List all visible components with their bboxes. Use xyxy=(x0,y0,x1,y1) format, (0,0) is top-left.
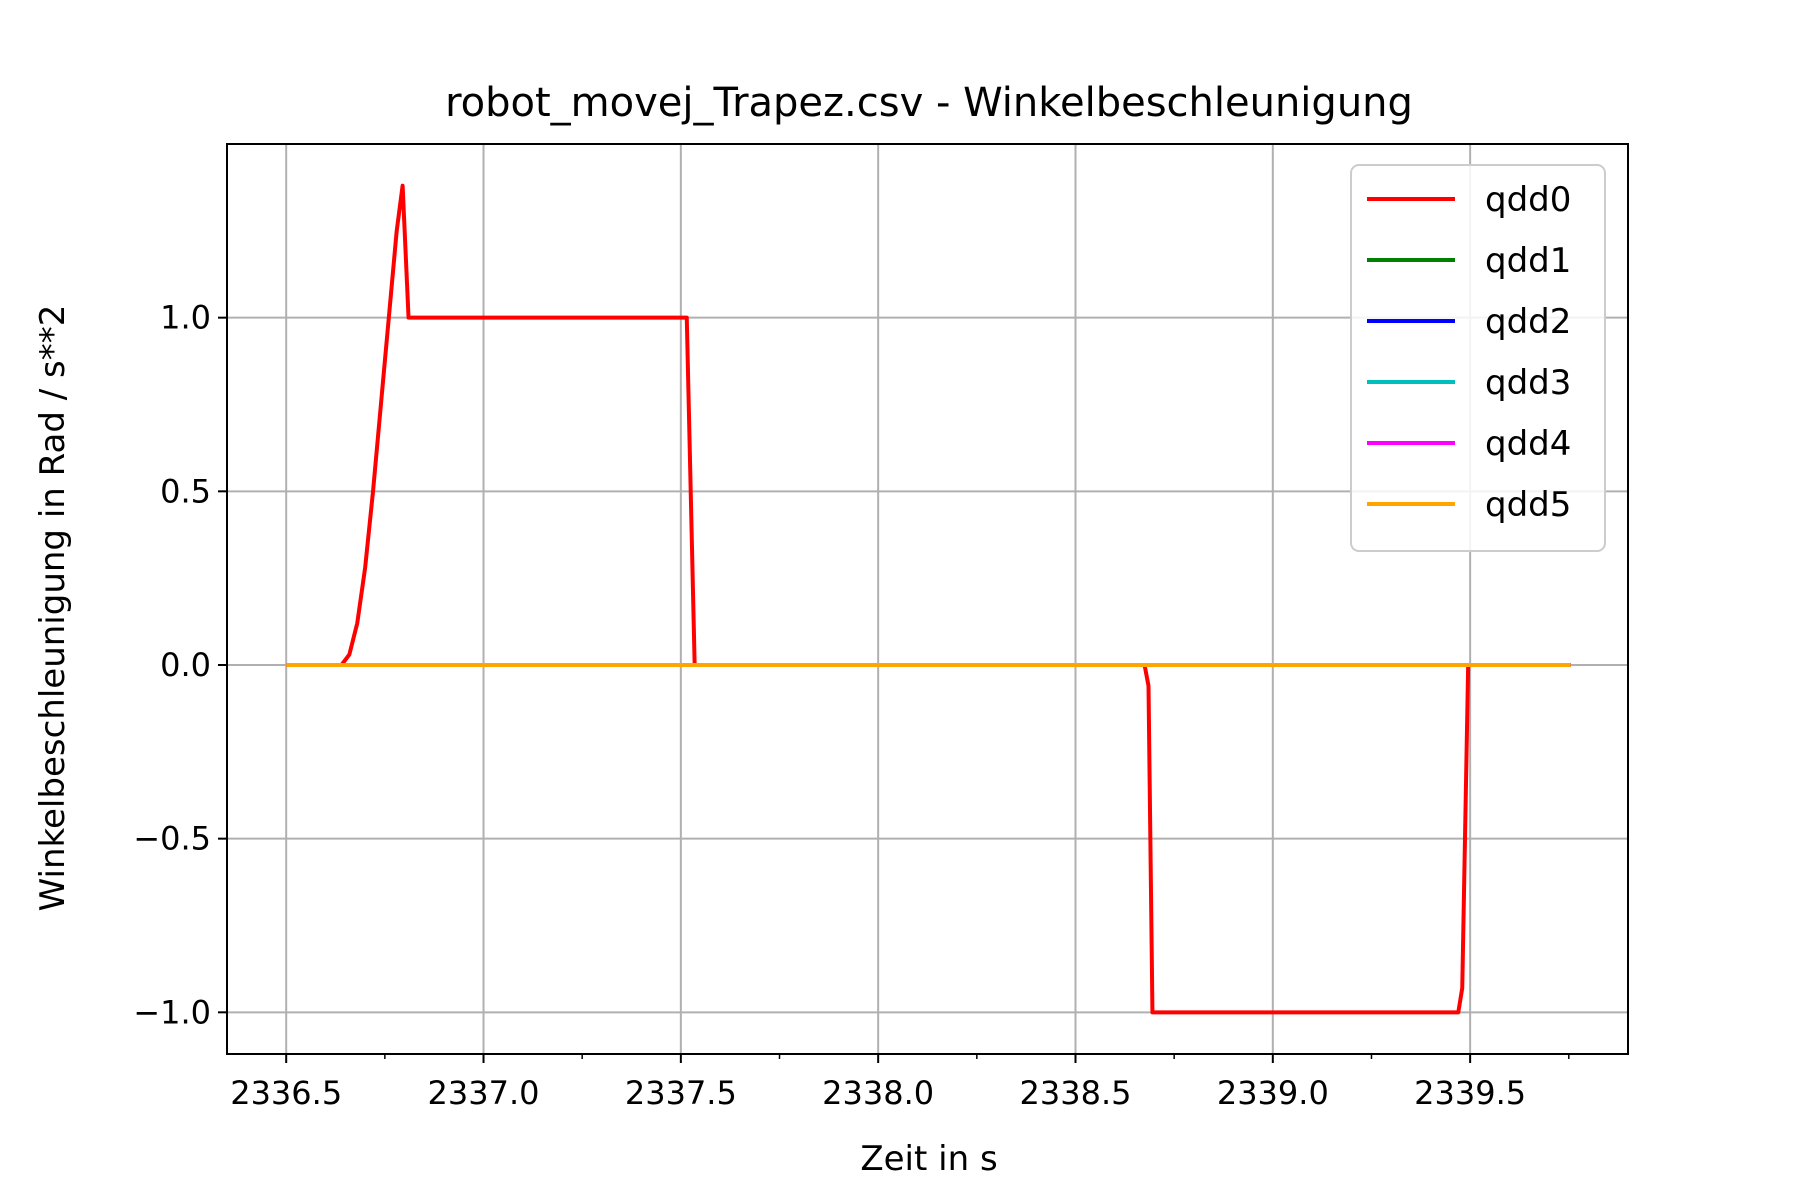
y-tick-label: 1.0 xyxy=(160,299,211,337)
plot-frame xyxy=(226,143,1629,1055)
x-tick-label: 2337.5 xyxy=(625,1074,737,1112)
y-axis-label: Winkelbeschleunigung in Rad / s**2 xyxy=(33,305,73,912)
legend-label-qdd0: qdd0 xyxy=(1485,180,1571,220)
y-tick-label: 0.0 xyxy=(160,646,211,684)
x-axis-label: Zeit in s xyxy=(860,1139,997,1179)
legend-label-qdd3: qdd3 xyxy=(1485,363,1571,403)
x-tick-label: 2336.5 xyxy=(230,1074,342,1112)
legend-label-qdd4: qdd4 xyxy=(1485,424,1571,464)
series-layer xyxy=(286,183,1571,1015)
legend-label-qdd5: qdd5 xyxy=(1485,485,1571,525)
x-tick-label: 2338.0 xyxy=(822,1074,934,1112)
y-tick-label: −1.0 xyxy=(133,993,211,1031)
y-tick-label: 0.5 xyxy=(160,472,211,510)
legend: qdd0 qdd1 qdd2 qdd3 qdd4 qdd5 xyxy=(1350,164,1606,552)
chart-title: robot_movej_Trapez.csv - Winkelbeschleun… xyxy=(445,80,1413,126)
x-tick-label: 2339.0 xyxy=(1217,1074,1329,1112)
x-tick-label: 2337.0 xyxy=(428,1074,540,1112)
x-tick-label: 2339.5 xyxy=(1414,1074,1526,1112)
ticks: 2336.5 2337.0 2337.5 2338.0 2338.5 2339.0 2339… xyxy=(133,299,1570,1112)
series-line-qdd0 xyxy=(286,183,1571,1015)
legend-label-qdd1: qdd1 xyxy=(1485,241,1571,281)
y-tick-label: −0.5 xyxy=(133,820,211,858)
legend-label-qdd2: qdd2 xyxy=(1485,302,1571,342)
x-tick-label: 2338.5 xyxy=(1020,1074,1132,1112)
